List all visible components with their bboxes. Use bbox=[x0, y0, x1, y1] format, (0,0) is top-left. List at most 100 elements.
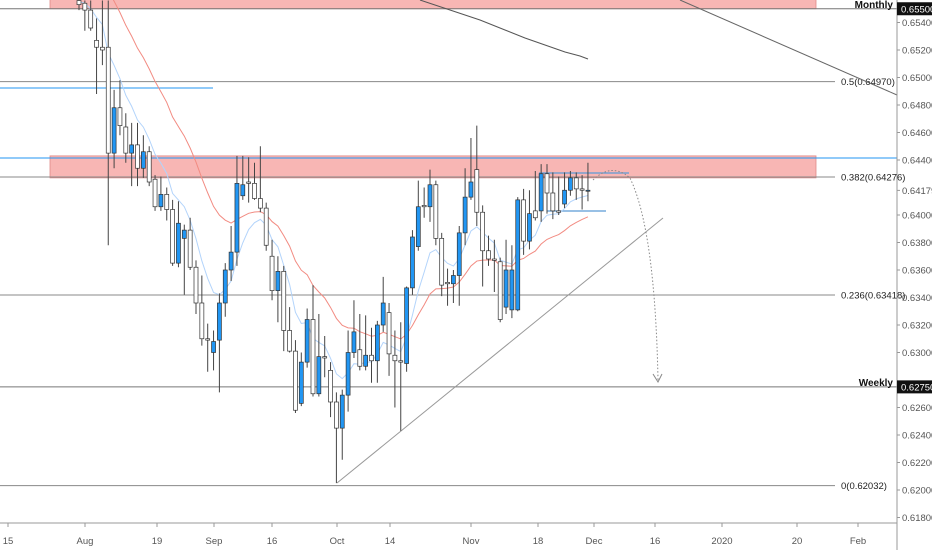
bullish-candle bbox=[217, 293, 222, 393]
price-tick-label: 0.64179 bbox=[902, 186, 932, 197]
bearish-candle bbox=[100, 0, 105, 66]
bullish-candle bbox=[228, 226, 234, 281]
bearish-candle bbox=[94, 18, 99, 94]
time-tick-label: 14 bbox=[385, 536, 396, 547]
candle-body bbox=[568, 177, 573, 191]
candle-body bbox=[550, 192, 556, 212]
bearish-candle bbox=[556, 176, 562, 215]
bearish-candle bbox=[199, 275, 205, 346]
candle-body bbox=[287, 330, 292, 352]
bearish-candle bbox=[480, 205, 485, 287]
bullish-candle bbox=[538, 164, 544, 222]
monthly-label: Monthly bbox=[855, 0, 894, 11]
candle-body bbox=[357, 349, 363, 367]
candle-body bbox=[556, 210, 562, 213]
candle-body bbox=[100, 46, 105, 51]
time-tick-label: 20 bbox=[792, 536, 803, 547]
bullish-candle bbox=[298, 352, 304, 407]
ascending-trendline[interactable] bbox=[336, 217, 664, 484]
candle-body bbox=[240, 184, 246, 197]
slow-moving-average-line bbox=[112, 0, 589, 340]
candle-body bbox=[380, 302, 386, 326]
time-tick-label: 19 bbox=[152, 536, 163, 547]
candle-body bbox=[527, 213, 532, 242]
bearish-candle bbox=[246, 157, 251, 203]
candle-body bbox=[369, 354, 374, 362]
fibonacci-levels: 0.5(0.64970)0.382(0.64276)0.236(0.63418)… bbox=[0, 77, 905, 492]
bullish-candle bbox=[222, 263, 228, 317]
candle-body bbox=[328, 370, 333, 403]
bearish-candle bbox=[310, 285, 316, 397]
bearish-candle bbox=[293, 340, 298, 413]
bullish-candle bbox=[304, 308, 310, 368]
fib-label: 0.236(0.63418) bbox=[841, 291, 905, 302]
candle-body bbox=[310, 319, 316, 395]
bullish-candle bbox=[562, 172, 567, 209]
bullish-candle bbox=[345, 330, 351, 412]
candle-body bbox=[468, 181, 474, 198]
candle-body bbox=[246, 181, 251, 184]
bearish-candle bbox=[439, 232, 445, 297]
bearish-candle bbox=[258, 146, 263, 213]
candle-body bbox=[211, 341, 216, 353]
bullish-candle bbox=[275, 256, 281, 323]
candle-body bbox=[427, 184, 433, 208]
bullish-candle bbox=[129, 122, 134, 187]
bearish-candle bbox=[269, 239, 275, 301]
bearish-candle bbox=[322, 336, 328, 378]
candle-body bbox=[345, 352, 351, 396]
bearish-candle bbox=[579, 175, 585, 210]
candle-body bbox=[205, 338, 211, 341]
time-tick-label: Feb bbox=[850, 536, 866, 547]
candle-body bbox=[509, 269, 515, 311]
bearish-candle bbox=[263, 202, 269, 251]
bearish-candle bbox=[521, 188, 526, 255]
time-tick-label: Dec bbox=[586, 536, 603, 547]
bullish-candle bbox=[316, 314, 322, 397]
bearish-candle bbox=[474, 125, 480, 226]
supply-demand-zones bbox=[0, 0, 897, 179]
candle-body bbox=[105, 46, 111, 154]
candle-body bbox=[404, 287, 409, 364]
weekly-price-tag-label: 0.62750 bbox=[901, 382, 932, 393]
bearish-candle bbox=[164, 187, 170, 221]
descending-trendline[interactable] bbox=[679, 0, 898, 96]
bullish-candle bbox=[509, 245, 515, 319]
candle-body bbox=[316, 356, 322, 395]
candle-body bbox=[515, 199, 521, 311]
bearish-candle bbox=[281, 265, 287, 352]
monthly-price-tag-label: 0.65500 bbox=[901, 4, 932, 15]
bearish-candle bbox=[82, 0, 88, 31]
projection-arrow-path[interactable] bbox=[592, 170, 659, 381]
candle-body bbox=[334, 401, 339, 429]
candle-body bbox=[492, 258, 497, 261]
candle-body bbox=[181, 229, 187, 239]
bearish-candle bbox=[445, 268, 450, 306]
time-axis[interactable]: 15 Aug 19 Sep 16 Oct 14 Nov 18 Dec 16 2020 20 Feb bbox=[0, 522, 897, 547]
candle-body bbox=[82, 2, 88, 11]
bullish-candle bbox=[456, 226, 462, 306]
bullish-candle bbox=[211, 330, 216, 371]
bearish-candle bbox=[117, 80, 123, 136]
bearish-candle bbox=[76, 0, 82, 11]
time-tick-label: 18 bbox=[533, 536, 544, 547]
candle-body bbox=[252, 183, 257, 199]
last-price-tag-bg bbox=[898, 184, 932, 197]
projection-arrowhead-icon bbox=[652, 373, 663, 384]
bullish-candle bbox=[585, 162, 591, 202]
bearish-candle bbox=[369, 327, 374, 383]
candle-body bbox=[146, 151, 152, 183]
fast-moving-average-line bbox=[78, 0, 589, 380]
candle-body bbox=[410, 236, 415, 289]
candle-body bbox=[135, 144, 140, 169]
time-tick-label: 15 bbox=[3, 536, 14, 547]
bearish-candle bbox=[193, 260, 199, 314]
bearish-candle bbox=[88, 0, 94, 31]
